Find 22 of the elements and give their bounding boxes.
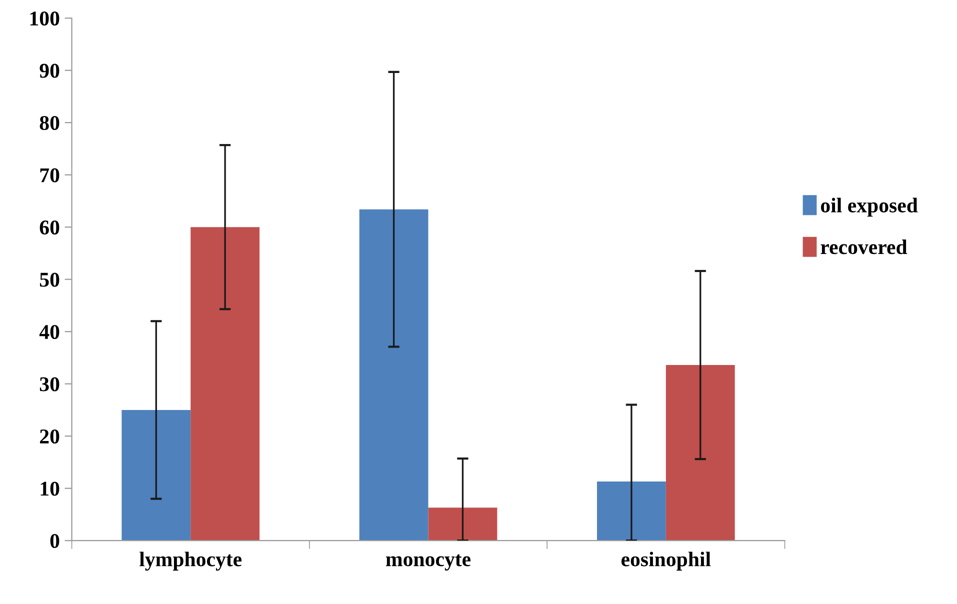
- y-tick-label: 50: [40, 272, 60, 287]
- y-tick-label: 30: [40, 377, 60, 392]
- y-tick-label: 0: [50, 534, 60, 548]
- x-tick-label: monocyte: [386, 554, 471, 571]
- bar: [666, 365, 735, 541]
- bar: [359, 209, 428, 541]
- y-tick-label: 100: [30, 11, 60, 26]
- legend-label: oil exposed: [820, 198, 918, 217]
- y-tick-label: 90: [40, 64, 60, 78]
- x-tick-label: lymphocyte: [140, 552, 242, 571]
- y-tick-label: 70: [40, 168, 60, 182]
- bar: [122, 410, 191, 541]
- y-tick-label: 10: [40, 482, 60, 496]
- y-tick-label: 20: [40, 429, 60, 444]
- legend-label: recovered: [820, 240, 908, 254]
- bar: [428, 508, 498, 541]
- y-tick-label: 60: [40, 220, 60, 235]
- y-tick-label: 80: [40, 116, 60, 130]
- y-tick-label: 40: [39, 324, 60, 340]
- x-tick-label: eosinophil: [621, 552, 711, 571]
- bar: [190, 227, 260, 541]
- bar: [596, 482, 666, 541]
